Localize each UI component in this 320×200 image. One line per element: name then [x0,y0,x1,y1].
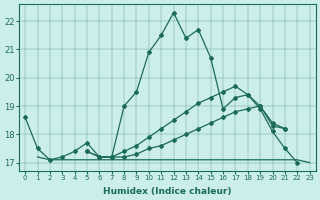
X-axis label: Humidex (Indice chaleur): Humidex (Indice chaleur) [103,187,232,196]
